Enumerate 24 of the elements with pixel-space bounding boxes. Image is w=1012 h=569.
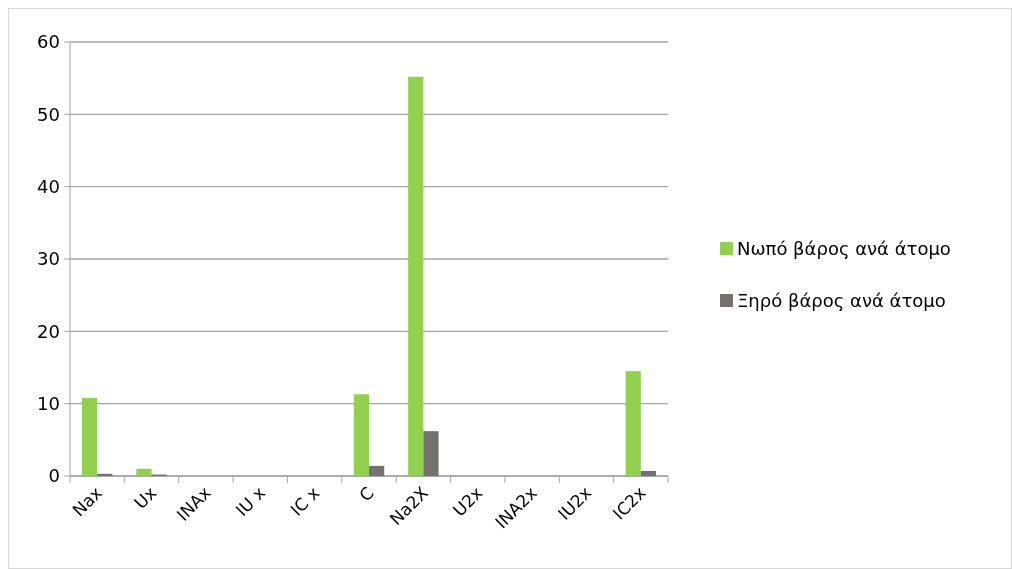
bar: [625, 371, 641, 476]
x-tick-label: U2x: [448, 482, 487, 521]
x-tick-label: Nax: [68, 482, 107, 521]
bar: [81, 397, 98, 476]
bar: [136, 468, 152, 476]
bar: [408, 76, 424, 476]
y-tick-label: 60: [37, 31, 60, 53]
y-tick-label: 0: [48, 465, 60, 487]
y-tick-label: 10: [37, 392, 60, 414]
x-tick-label: Ux: [130, 482, 161, 513]
bar: [640, 470, 657, 476]
bar: [353, 394, 369, 476]
x-tick-label: C: [355, 482, 378, 506]
legend-label: Νωπό βάρος ανά άτομο: [737, 238, 951, 260]
y-tick-label: 40: [37, 175, 60, 197]
bar: [423, 431, 439, 476]
y-tick-label: 20: [37, 320, 60, 342]
x-tick-label: IC x: [286, 482, 324, 520]
bar: [369, 465, 385, 476]
x-tick-label: IU x: [231, 482, 270, 521]
legend-label: Ξηρό βάρος ανά άτομο: [737, 290, 946, 312]
y-tick-label: 50: [37, 103, 60, 125]
bar: [97, 473, 113, 476]
y-tick-label: 30: [37, 248, 60, 270]
